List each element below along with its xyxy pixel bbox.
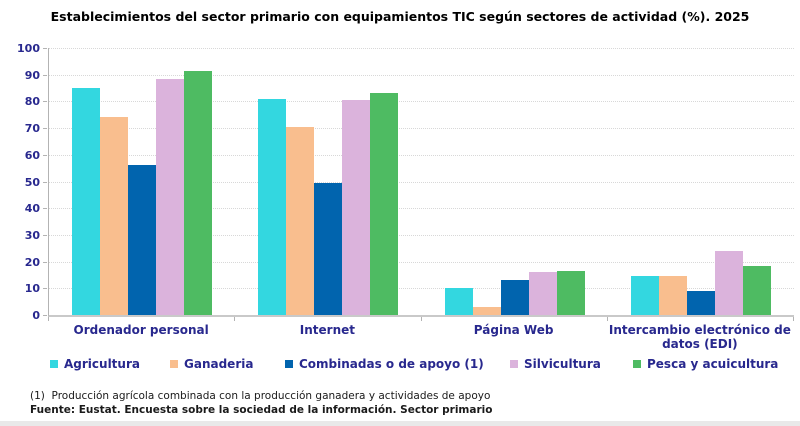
bar [686, 290, 715, 315]
legend-label: Combinadas o de apoyo (1) [299, 357, 484, 371]
x-axis-label: Intercambio electrónico de datos (EDI) [608, 323, 791, 352]
legend-label: Pesca y acuicultura [647, 357, 779, 371]
y-axis-tick-label: 80 [24, 95, 40, 109]
bar [556, 270, 585, 315]
y-axis-tick-label: 50 [24, 175, 40, 189]
legend-item: Silvicultura [510, 357, 601, 371]
bar [658, 276, 687, 315]
y-axis-tick-label: 90 [24, 68, 40, 82]
y-axis-tick-label: 0 [32, 309, 40, 322]
gridline [49, 208, 794, 210]
y-axis-tick [43, 288, 47, 290]
legend-marker [285, 360, 293, 368]
y-axis-tick [43, 101, 47, 103]
bar [370, 93, 399, 315]
legend-marker [50, 360, 58, 368]
x-axis-label: Internet [299, 323, 355, 337]
x-axis-label: Ordenador personal [73, 323, 209, 337]
bar [472, 307, 501, 315]
bar [630, 276, 659, 315]
legend-label: Ganaderia [184, 357, 254, 371]
bar [314, 182, 343, 315]
x-axis-label: Página Web [473, 323, 554, 337]
bar [714, 250, 743, 315]
bar [156, 78, 185, 315]
y-axis-tick [43, 261, 47, 263]
legend-item: Combinadas o de apoyo (1) [285, 357, 484, 371]
legend-item: Pesca y acuicultura [633, 357, 778, 371]
x-axis-tick [48, 317, 49, 321]
legend-item: Agricultura [50, 357, 140, 371]
y-axis-tick [43, 208, 47, 210]
y-axis-tick-label: 60 [24, 148, 40, 162]
bar [444, 288, 473, 315]
bar [286, 126, 315, 315]
bar [342, 100, 371, 315]
x-axis-tick [420, 317, 422, 321]
bar [184, 70, 213, 315]
bar [100, 117, 129, 315]
legend-marker [510, 360, 518, 368]
gridline [49, 234, 794, 236]
y-axis-tick [43, 154, 47, 156]
x-axis-tick [606, 317, 608, 321]
y-axis-tick [43, 128, 47, 130]
gridline [49, 288, 794, 290]
legend-label: Silvicultura [524, 357, 601, 371]
x-axis-tick [793, 317, 794, 321]
y-axis-tick [43, 74, 47, 76]
gridline [49, 261, 794, 263]
bar [500, 280, 529, 315]
gridline [49, 154, 794, 156]
x-axis-tick [234, 317, 236, 321]
legend-label: Agricultura [64, 357, 140, 371]
bar [72, 88, 101, 315]
bar [528, 272, 557, 315]
gridline [49, 48, 794, 49]
gridline [49, 128, 794, 130]
y-axis-tick [43, 48, 47, 49]
y-axis-tick [43, 181, 47, 183]
plot-area [48, 48, 794, 317]
y-axis-tick-label: 70 [24, 122, 40, 136]
legend-marker [633, 360, 641, 368]
y-axis-tick-label: 10 [24, 282, 40, 296]
bar [258, 98, 287, 315]
gridline [49, 181, 794, 183]
y-axis-tick-label: 30 [24, 228, 40, 242]
chart-title: Establecimientos del sector primario con… [50, 9, 750, 24]
legend-item: Ganaderia [170, 357, 253, 371]
gridline [49, 101, 794, 103]
y-axis-tick [43, 315, 47, 316]
bar [742, 265, 771, 315]
y-axis-tick-label: 20 [24, 255, 40, 269]
bottom-strip [0, 421, 800, 426]
legend-marker [170, 360, 178, 368]
y-axis-tick-label: 40 [24, 202, 40, 216]
bar [128, 165, 157, 315]
gridline [49, 74, 794, 76]
footnote: (1) Producción agrícola combinada con la… [30, 390, 491, 402]
y-axis-tick-label: 100 [17, 42, 40, 55]
source-note: Fuente: Eustat. Encuesta sobre la socied… [30, 404, 493, 416]
y-axis-tick [43, 234, 47, 236]
